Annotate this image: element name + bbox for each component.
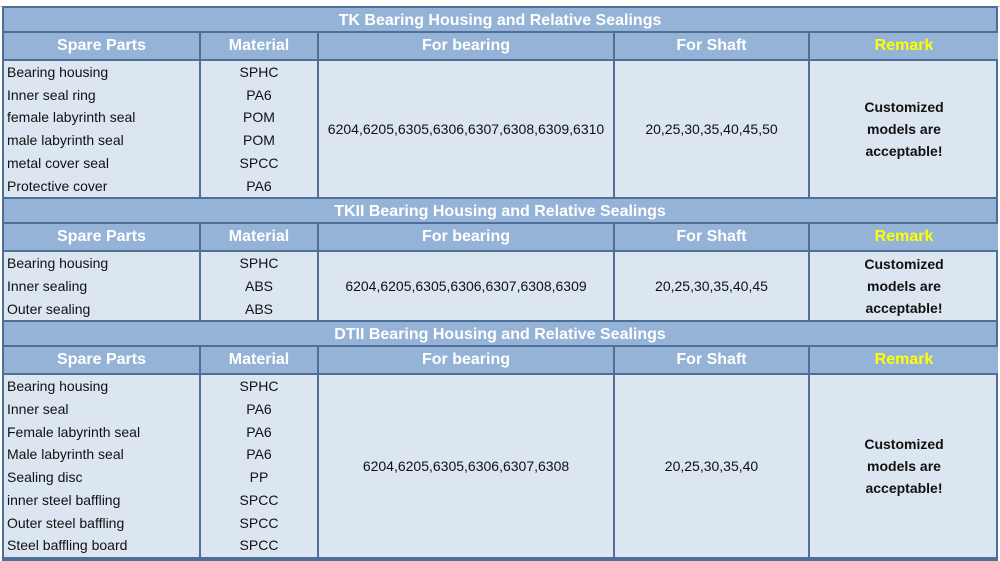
material-cell: POM (199, 129, 318, 152)
table-row: female labyrinth seal POM (4, 106, 998, 130)
column-header-material: Material (199, 347, 319, 376)
column-header-spare-parts: Spare Parts (4, 347, 201, 376)
table-row: Outer sealing ABS (4, 297, 998, 323)
column-header-for-shaft: For Shaft (613, 347, 810, 376)
material-cell: SPCC (199, 534, 318, 559)
column-header-for-bearing: For bearing (317, 224, 615, 253)
section-title: TK Bearing Housing and Relative Sealings (4, 8, 996, 33)
table-row: Inner seal ring PA6 (4, 83, 998, 107)
table-row: inner steel baffling SPCC (4, 488, 998, 512)
table-row: Steel baffling board SPCC (4, 534, 998, 559)
header-row: Spare Parts Material For bearing For Shaft R… (4, 224, 998, 253)
header-row: Spare Parts Material For bearing For Shaft R… (4, 33, 998, 61)
spare-part-cell: Inner seal (4, 398, 201, 421)
spare-part-cell: Bearing housing (4, 251, 201, 275)
for-bearing-cell: 6204,6205,6305,6306,6307,6308,6309 (317, 251, 615, 323)
bearing-housing-spec-sheet: TK Bearing Housing and Relative Sealings… (2, 6, 998, 561)
material-cell: PA6 (199, 420, 318, 444)
table-row: Inner seal PA6 (4, 398, 998, 421)
table-row: Bearing housing SPHC 6204,6205,6305,6306,… (4, 251, 998, 323)
column-header-for-shaft: For Shaft (613, 33, 810, 61)
material-cell: SPCC (199, 511, 318, 535)
column-header-spare-parts: Spare Parts (4, 33, 201, 61)
for-shaft-cell: 20,25,30,35,40 (613, 374, 810, 559)
spare-part-cell: inner steel baffling (4, 488, 201, 512)
table-row: Male labyrinth seal PA6 (4, 443, 998, 467)
spec-table: Spare Parts Material For bearing For Shaft R… (4, 33, 998, 200)
material-cell: ABS (199, 274, 318, 298)
remark-cell: Customized models are acceptable! (808, 60, 998, 200)
material-cell: SPHC (199, 374, 319, 399)
section-title: DTII Bearing Housing and Relative Sealin… (4, 322, 996, 348)
for-bearing-cell: 6204,6205,6305,6306,6307,6308,6309,6310 (317, 60, 615, 200)
spare-part-cell: female labyrinth seal (4, 106, 201, 130)
column-header-for-shaft: For Shaft (613, 224, 810, 253)
spec-table: Spare Parts Material For bearing For Shaft R… (4, 347, 998, 559)
material-cell: PP (199, 466, 318, 489)
spare-part-cell: Bearing housing (4, 60, 201, 84)
spare-part-cell: Outer steel baffling (4, 511, 201, 535)
spare-part-cell: metal cover seal (4, 151, 201, 175)
material-cell: PA6 (199, 174, 318, 200)
table-row: Inner sealing ABS (4, 274, 998, 298)
material-cell: PA6 (199, 83, 318, 107)
material-cell: SPHC (199, 60, 319, 84)
material-cell: PA6 (199, 398, 318, 421)
remark-cell: Customized models are acceptable! (808, 374, 998, 559)
column-header-remark: Remark (808, 347, 998, 376)
spare-part-cell: Inner sealing (4, 274, 201, 298)
column-header-material: Material (199, 33, 319, 61)
table-row: Bearing housing SPHC 6204,6205,6305,6306,… (4, 60, 998, 200)
spare-part-cell: Protective cover (4, 174, 201, 200)
material-cell: POM (199, 106, 318, 130)
for-bearing-cell: 6204,6205,6305,6306,6307,6308 (317, 374, 615, 559)
for-shaft-cell: 20,25,30,35,40,45,50 (613, 60, 810, 200)
material-cell: SPCC (199, 488, 318, 512)
spare-part-cell: Male labyrinth seal (4, 443, 201, 467)
spare-part-cell: Sealing disc (4, 466, 201, 489)
column-header-spare-parts: Spare Parts (4, 224, 201, 253)
column-header-remark: Remark (808, 224, 998, 253)
table-row: Sealing disc PP (4, 466, 998, 489)
for-shaft-cell: 20,25,30,35,40,45 (613, 251, 810, 323)
section-title: TKII Bearing Housing and Relative Sealin… (4, 199, 996, 225)
column-header-for-bearing: For bearing (317, 347, 615, 376)
table-row: Female labyrinth seal PA6 (4, 420, 998, 444)
table-row: Protective cover PA6 (4, 174, 998, 200)
column-header-material: Material (199, 224, 319, 253)
spare-part-cell: male labyrinth seal (4, 129, 201, 152)
spare-part-cell: Inner seal ring (4, 83, 201, 107)
column-header-for-bearing: For bearing (317, 33, 615, 61)
material-cell: ABS (199, 297, 318, 323)
header-row: Spare Parts Material For bearing For Shaft R… (4, 347, 998, 376)
spare-part-cell: Outer sealing (4, 297, 201, 323)
spare-part-cell: Female labyrinth seal (4, 420, 201, 444)
table-row: male labyrinth seal POM (4, 129, 998, 152)
material-cell: PA6 (199, 443, 318, 467)
spare-part-cell: Steel baffling board (4, 534, 201, 559)
column-header-remark: Remark (808, 33, 998, 61)
material-cell: SPCC (199, 151, 318, 175)
table-row: Outer steel baffling SPCC (4, 511, 998, 535)
spec-table: Spare Parts Material For bearing For Shaft R… (4, 224, 998, 323)
material-cell: SPHC (199, 251, 319, 275)
remark-cell: Customized models are acceptable! (808, 251, 998, 323)
table-row: Bearing housing SPHC 6204,6205,6305,6306,… (4, 374, 998, 559)
table-row: metal cover seal SPCC (4, 151, 998, 175)
spare-part-cell: Bearing housing (4, 374, 201, 399)
